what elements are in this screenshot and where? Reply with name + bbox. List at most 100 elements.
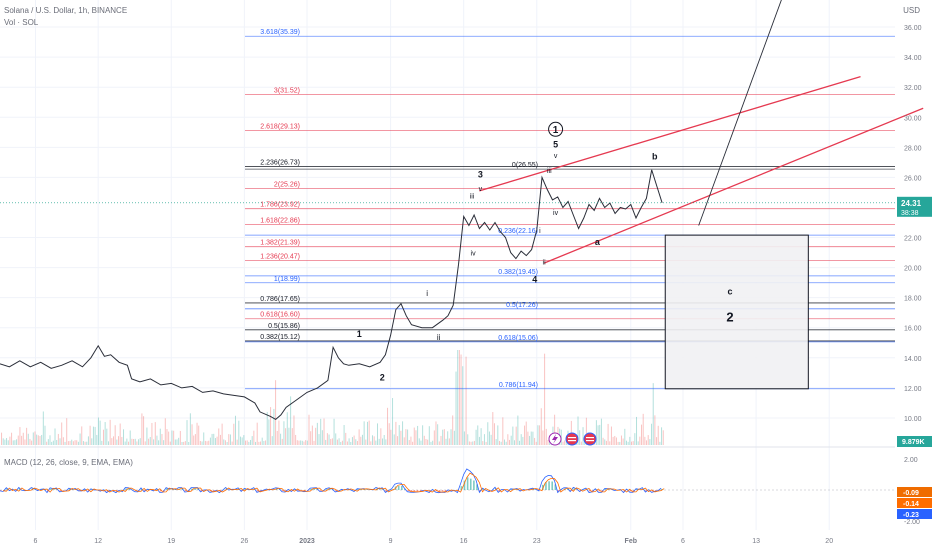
wave-label: a [595, 237, 601, 247]
volume-bar [129, 430, 131, 445]
macd-axis-tick-label: -2.00 [904, 519, 920, 526]
volume-bar [26, 427, 28, 445]
macd-histogram-bar [200, 490, 203, 492]
bar-countdown-timer: 38:38 [901, 210, 919, 217]
volume-bar [483, 434, 485, 445]
volume-bar [634, 433, 636, 445]
volume-bar [44, 425, 46, 445]
target-zone-box[interactable] [664, 234, 809, 390]
macd-histogram-bar [438, 490, 441, 492]
wave-label: 5 [553, 139, 558, 149]
volume-bar [517, 415, 519, 445]
volume-bar [300, 440, 302, 445]
volume-bar [368, 420, 370, 445]
price-axis-tick-label: 18.00 [904, 296, 922, 303]
macd-histogram-bar [401, 485, 403, 490]
volume-bar [577, 416, 579, 445]
projection-arrow-line[interactable] [698, 0, 788, 226]
volume-bar [290, 396, 292, 445]
volume-bar [34, 431, 36, 445]
volume-bar [657, 425, 659, 445]
volume-bar [102, 429, 104, 445]
volume-bar [248, 441, 250, 445]
channel-trendline[interactable] [479, 76, 861, 192]
macd-histogram-bar [0, 490, 2, 491]
volume-bar [604, 439, 606, 445]
volume-bar [510, 435, 512, 445]
volume-bar [509, 439, 511, 445]
channel-trendline[interactable] [543, 107, 924, 264]
volume-bar [209, 437, 211, 445]
volume-bar [662, 430, 664, 445]
wave-label: b [652, 151, 658, 161]
flag-stripe [586, 440, 594, 442]
retracement-level-label: 0.382(19.45) [498, 269, 538, 276]
last-price-tag[interactable] [897, 196, 932, 217]
volume-value: 9.879K [902, 439, 925, 446]
volume-bar [554, 414, 556, 445]
volume-bar [311, 425, 313, 445]
volume-bar [17, 435, 19, 445]
volume-bar [493, 423, 495, 445]
volume-bar [467, 434, 469, 445]
price-axis-tick-label: 12.00 [904, 386, 922, 393]
volume-bar [520, 434, 522, 445]
macd-histogram-bar [297, 490, 300, 491]
wave-label: i [426, 289, 428, 298]
volume-bar [400, 430, 402, 445]
volume-bar [271, 436, 273, 445]
volume-bar [452, 415, 454, 445]
volume-bar [612, 436, 614, 445]
volume-bar [505, 441, 507, 445]
volume-bar [27, 433, 29, 445]
volume-bar [447, 431, 449, 445]
us-flag-event-icon[interactable] [583, 432, 597, 446]
volume-bar [86, 441, 88, 445]
circled-wave-marker [548, 121, 564, 137]
macd-histogram-bar [275, 488, 278, 490]
volume-bar [92, 426, 94, 445]
macd-histogram-bar [325, 489, 328, 490]
volume-bar [315, 427, 317, 445]
price-axis-tick-label: 30.00 [904, 115, 922, 122]
volume-bar [647, 435, 649, 445]
volume-bar [615, 437, 617, 445]
volume-bar [383, 434, 385, 445]
time-axis-tick-label: 26 [240, 538, 248, 545]
volume-bar [7, 440, 9, 445]
wave-label: v [554, 153, 558, 160]
volume-bar [432, 440, 434, 445]
volume-bar [326, 433, 328, 445]
volume-bar [413, 427, 415, 445]
macd-histogram-bar [169, 489, 171, 490]
wave-label: 3 [478, 169, 483, 179]
volume-bar [585, 417, 587, 445]
volume-bar [211, 433, 213, 445]
volume-bar [325, 439, 327, 445]
volume-bar [133, 439, 135, 445]
volume-bar [233, 423, 235, 445]
macd-histogram-bar [441, 490, 444, 492]
volume-bar [540, 408, 542, 445]
volume-bar [562, 441, 564, 445]
macd-histogram-bar [413, 490, 416, 492]
volume-bar [564, 440, 566, 445]
volume-bar [599, 424, 601, 445]
us-flag-event-icon[interactable] [565, 432, 579, 446]
wave-label: iv [553, 210, 559, 217]
volume-bar [285, 428, 287, 445]
volume-bar [283, 421, 285, 445]
volume-bar [619, 441, 621, 445]
volume-bar [355, 439, 357, 445]
volume-bar [393, 434, 395, 445]
volume-bar [203, 432, 205, 445]
volume-bar [428, 426, 430, 445]
macd-histogram-bar [166, 488, 168, 490]
macd-histogram-bar [407, 490, 409, 492]
volume-bar [351, 437, 353, 445]
volume-bar [218, 428, 220, 445]
volume-bar [194, 434, 196, 445]
volume-bar [430, 441, 432, 445]
time-axis-tick-label: 9 [389, 538, 393, 545]
